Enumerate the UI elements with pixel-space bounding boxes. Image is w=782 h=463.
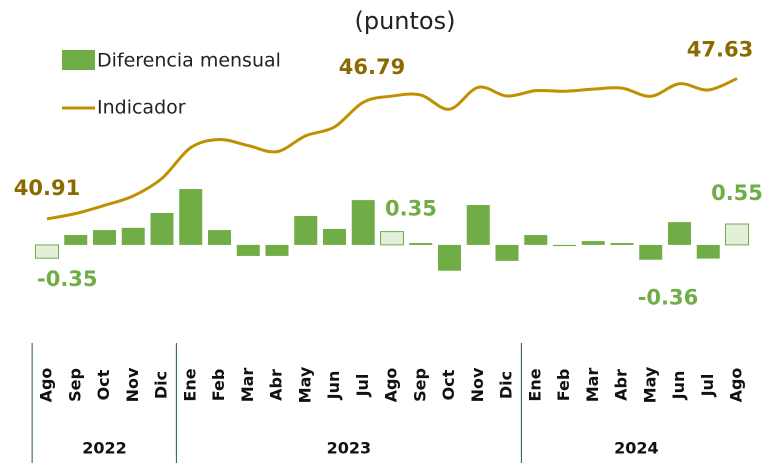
x-tick-label: Abr [612, 369, 631, 401]
bar [581, 241, 605, 245]
bar [236, 244, 260, 256]
bar [323, 228, 346, 245]
bar [696, 244, 720, 259]
x-tick-label: Dic [152, 371, 171, 399]
line-label: 40.91 [14, 176, 80, 200]
x-tick-label: Feb [554, 369, 573, 402]
bar [725, 223, 749, 246]
bar [610, 243, 634, 245]
legend-label: Indicador [97, 97, 186, 119]
bar [524, 235, 548, 245]
x-tick-label: Jul [353, 374, 372, 398]
x-tick-label: Mar [238, 368, 257, 403]
legend-label: Diferencia mensual [97, 50, 281, 72]
bar-label: -0.35 [37, 267, 98, 291]
x-tick-label: Ago [382, 368, 401, 403]
line [46, 77, 738, 221]
bar-label: 0.35 [385, 197, 437, 221]
legend-swatch [62, 50, 95, 70]
bar [208, 230, 231, 245]
x-tick-label: Ago [727, 368, 746, 403]
x-tick-label: Ene [525, 368, 544, 401]
bar [265, 244, 289, 256]
bar [351, 200, 375, 245]
year-label: 2023 [327, 439, 372, 458]
bar [121, 227, 145, 245]
x-tick-label: May [295, 366, 314, 403]
x-tick-label: Oct [94, 369, 113, 400]
bar [35, 244, 59, 259]
bar [380, 231, 404, 246]
x-tick-label: Nov [468, 367, 487, 402]
line-label: 46.79 [339, 55, 405, 79]
year-label: 2024 [614, 439, 659, 458]
bar [466, 205, 490, 245]
bar-label: -0.36 [638, 286, 699, 310]
x-tick-label: Oct [439, 369, 458, 400]
chart-title: (puntos) [355, 7, 456, 35]
x-tick-label: Sep [410, 368, 429, 402]
x-tick-label: Ene [180, 368, 199, 401]
bar [495, 244, 519, 261]
x-tick-label: Sep [65, 368, 84, 402]
line-label: 47.63 [687, 38, 753, 62]
x-tick-label: May [640, 366, 659, 403]
bar [179, 189, 203, 245]
bar [409, 243, 433, 245]
x-tick-label: Nov [123, 367, 142, 402]
bar [93, 230, 116, 245]
x-tick-label: Ago [37, 368, 56, 403]
bar [294, 216, 318, 245]
bar [639, 244, 663, 260]
bar [438, 244, 461, 271]
x-tick-label: Jul [698, 374, 717, 398]
x-tick-label: Jun [324, 371, 343, 401]
x-tick-label: Feb [209, 369, 228, 402]
bar [553, 244, 576, 247]
year-label: 2022 [82, 439, 127, 458]
x-tick-label: Dic [497, 371, 516, 399]
bar [150, 212, 174, 245]
x-tick-label: Mar [583, 368, 602, 403]
bar [64, 235, 88, 245]
x-tick-label: Abr [267, 369, 286, 401]
x-tick-label: Jun [669, 371, 688, 401]
bar [668, 222, 691, 245]
bar-label: 0.55 [711, 181, 763, 205]
